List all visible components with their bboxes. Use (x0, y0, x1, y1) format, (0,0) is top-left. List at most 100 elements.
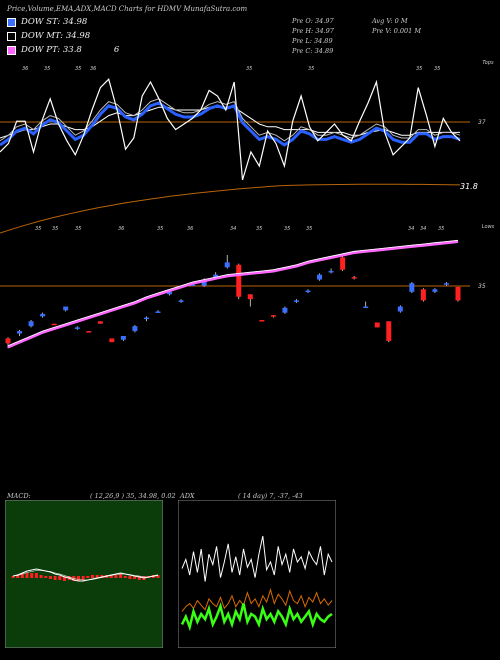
osc-top-tick-label: 35 (416, 66, 422, 72)
candle-body (63, 306, 69, 311)
price-top-tick-label: 35 (284, 226, 290, 232)
price-top-tick-label: 36 (118, 226, 124, 232)
legend-dow-pt-label: DOW PT: 33.8 (21, 45, 82, 55)
macd-background (5, 500, 163, 648)
price-top-tick-label: 35 (157, 226, 163, 232)
candle-body (132, 326, 138, 332)
candle-body (155, 311, 161, 313)
macd-histogram-bar (114, 575, 118, 578)
osc-top-tick-label: 35 (75, 66, 81, 72)
osc-line-blue (0, 101, 461, 147)
price-top-tick-label: 34 (420, 226, 426, 232)
osc-right-label-top: Tops (482, 60, 494, 66)
macd-histogram-bar (53, 576, 57, 580)
osc-top-tick-label: 36 (22, 66, 28, 72)
price-ema-long-line (7, 240, 459, 349)
adx-title: ADX (180, 492, 195, 500)
osc-line-fast (0, 78, 461, 181)
candle-body (51, 323, 57, 326)
candle-body (178, 300, 184, 302)
candle-body (74, 327, 80, 329)
candle-body (317, 274, 323, 280)
macd-histogram-bar (39, 575, 43, 578)
macd-histogram-bar (156, 575, 160, 578)
macd-panel (5, 500, 163, 648)
osc-top-tick-label: 36 (90, 66, 96, 72)
candle-body (420, 289, 426, 301)
candle-body (455, 286, 461, 301)
candle-body (270, 315, 276, 317)
candle-body (374, 322, 380, 328)
main-chart: Tops 37 31.8 36 35 35 36 35 35 35 35 Lows 35 35 35 35 36… (0, 60, 495, 349)
legend-dow-pt-extra: 6 (113, 45, 120, 55)
candle-body (305, 290, 311, 293)
candle-body (443, 283, 449, 285)
candle-body (190, 284, 196, 286)
macd-histogram-bar (95, 575, 99, 578)
legend-dow-st-label: DOW ST: 34.98 (21, 17, 88, 27)
ohlc-low: Pre L: 34.89 (292, 37, 333, 45)
legend-swatch-pink (7, 45, 16, 55)
macd-histogram-bar (62, 576, 66, 581)
macd-histogram-bar (25, 573, 29, 578)
macd-histogram-bar (16, 575, 20, 578)
price-top-tick-label: 35 (52, 226, 58, 232)
candle-body (363, 306, 369, 309)
ohlc-avg-volume: Avg V: 0 M (372, 17, 408, 25)
ohlc-open: Pre O: 34.97 (292, 17, 334, 25)
adx-params: ( 14 day) 7, -37, -43 (238, 492, 303, 500)
candle-body (86, 331, 92, 333)
adx-minus-di-line (181, 587, 333, 612)
osc-top-tick-label: 35 (246, 66, 252, 72)
legend-dow-pt: DOW PT: 33.8 6 (7, 45, 119, 55)
candle-body (213, 274, 219, 278)
candle-body (409, 283, 415, 292)
candle-body (351, 277, 357, 279)
candle-body (432, 289, 438, 292)
candle-body (397, 306, 403, 312)
candle-body (5, 338, 11, 344)
macd-histogram-bar (81, 576, 85, 580)
macd-histogram-bar (119, 574, 123, 578)
osc-right-label-mid: 37 (478, 119, 486, 126)
price-top-tick-label: 35 (306, 226, 312, 232)
osc-orange-ema-line (0, 183, 461, 234)
adx-plus-di-line (180, 601, 333, 632)
price-top-tick-label: 34 (230, 226, 236, 232)
macd-histogram-bar (109, 575, 113, 578)
price-top-tick-label: 36 (187, 226, 193, 232)
candle-body (259, 320, 265, 322)
candle-body (293, 300, 299, 302)
macd-signal-line (12, 570, 159, 581)
legend-dow-st: DOW ST: 34.98 (7, 17, 87, 27)
candle-body (17, 331, 23, 334)
osc-right-label-last: 31.8 (460, 182, 478, 191)
osc-top-tick-label: 35 (434, 66, 440, 72)
candle-body (109, 338, 115, 343)
price-top-tick-label: 35 (75, 226, 81, 232)
candle-body (143, 317, 149, 320)
osc-top-tick-label: 35 (44, 66, 50, 72)
candle-body (28, 321, 34, 327)
macd-histogram-bar (133, 576, 137, 579)
macd-histogram-bar (76, 576, 80, 581)
macd-histogram-bar (34, 573, 38, 578)
legend-swatch-white (7, 31, 16, 41)
macd-histogram-bar (128, 576, 132, 579)
candle-body (120, 336, 126, 340)
candle-body (328, 270, 334, 273)
macd-histogram-bar (20, 574, 24, 578)
osc-top-tick-label: 35 (308, 66, 314, 72)
price-top-tick-label: 35 (256, 226, 262, 232)
candle-body (167, 291, 173, 295)
macd-histogram-bar (30, 573, 34, 578)
candle-body (97, 321, 103, 324)
macd-histogram-bar (44, 576, 48, 578)
legend-dow-mt: DOW MT: 34.98 (7, 31, 90, 41)
macd-histogram-bar (58, 576, 62, 580)
macd-histogram-bar (48, 576, 52, 579)
macd-histogram-bar (11, 576, 15, 578)
ohlc-close: Pre C: 34.89 (292, 47, 334, 55)
ohlc-high: Pre H: 34.97 (292, 27, 334, 35)
price-top-tick-label: 35 (438, 226, 444, 232)
